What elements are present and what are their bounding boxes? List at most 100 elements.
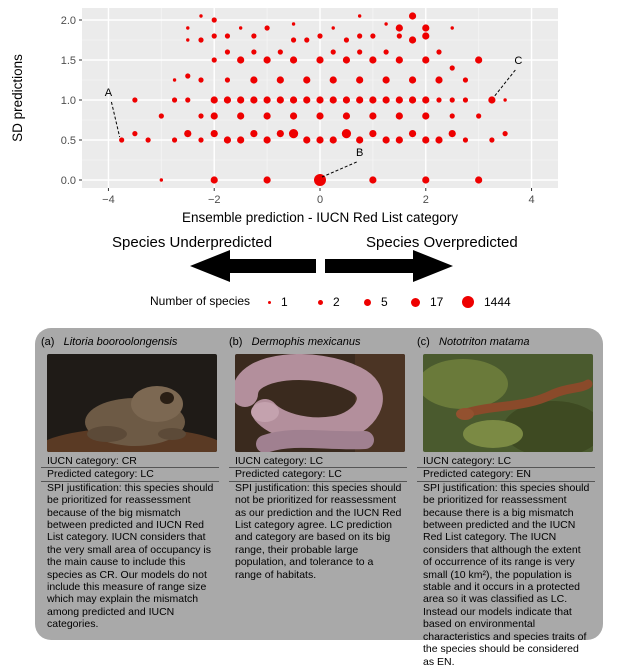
species-card-b: (b) Dermophis mexicanus IUCN category: L… xyxy=(229,336,407,581)
data-point xyxy=(382,136,390,144)
data-point xyxy=(395,136,403,144)
y-tick-label: 0.0 xyxy=(61,175,76,187)
data-point xyxy=(382,96,390,104)
data-point xyxy=(342,56,351,64)
data-point xyxy=(422,24,430,32)
data-point xyxy=(159,178,164,182)
data-point xyxy=(251,49,257,55)
data-point xyxy=(289,96,298,104)
data-point xyxy=(502,131,508,137)
species-info: IUCN category: LC Predicted category: LC… xyxy=(229,455,407,581)
data-point xyxy=(395,24,403,32)
data-point xyxy=(303,76,311,84)
data-point xyxy=(329,136,337,144)
legend-dot xyxy=(318,299,323,305)
legend-dot xyxy=(268,300,271,304)
data-point xyxy=(316,56,324,64)
data-point xyxy=(449,113,455,119)
data-point xyxy=(436,49,442,55)
data-point xyxy=(408,76,417,84)
data-point xyxy=(119,137,125,143)
annotation-leader xyxy=(493,69,516,98)
card-tag: (a) xyxy=(41,336,55,348)
data-point xyxy=(289,56,298,64)
right-arrow-icon xyxy=(325,250,453,282)
caecilian-photo xyxy=(235,354,405,452)
card-tag: (c) xyxy=(417,336,430,348)
data-point xyxy=(488,96,496,104)
data-point xyxy=(224,49,231,55)
data-point xyxy=(408,96,417,104)
data-point xyxy=(476,113,482,119)
data-point xyxy=(210,96,218,104)
data-point xyxy=(422,32,430,40)
iucn-category: IUCN category: LC xyxy=(229,455,407,469)
data-point xyxy=(223,136,232,144)
annotation-leader xyxy=(321,161,357,178)
data-point xyxy=(198,37,204,43)
annotations: A B C xyxy=(105,55,522,178)
legend-label: 1444 xyxy=(484,295,511,309)
data-point xyxy=(199,14,203,18)
species-info: IUCN category: CR Predicted category: LC… xyxy=(41,455,219,631)
predicted-category: Predicted category: LC xyxy=(229,468,407,482)
data-point xyxy=(251,33,257,39)
data-point xyxy=(289,112,298,120)
data-point xyxy=(224,77,231,83)
x-axis-ticks: −4 −2 0 2 4 xyxy=(102,188,535,206)
data-point xyxy=(198,137,204,143)
data-point xyxy=(185,73,191,79)
legend-dot xyxy=(411,297,420,307)
data-point xyxy=(316,112,324,120)
data-point xyxy=(448,130,456,138)
data-point xyxy=(263,112,271,120)
data-point xyxy=(171,137,178,143)
iucn-category: IUCN category: LC xyxy=(417,455,595,469)
spi-justification: SPI justification: this species should b… xyxy=(47,481,214,631)
scatter-plot: A B C −4 −2 0 2 4 0.0 0.5 1.0 1.5 2.0 Ensemble pre… xyxy=(10,8,558,225)
data-point xyxy=(435,76,443,84)
data-point xyxy=(449,65,455,71)
data-point xyxy=(172,78,177,82)
underpredicted-label: Species Underpredicted xyxy=(112,234,273,251)
data-point xyxy=(250,76,258,84)
card-header: (a) Litoria booroolongensis xyxy=(41,336,219,352)
data-point xyxy=(422,136,430,144)
data-point xyxy=(210,130,218,138)
data-point xyxy=(329,96,337,104)
legend-item-2: 2 xyxy=(318,290,340,314)
data-point xyxy=(290,37,297,43)
data-point xyxy=(185,97,191,103)
data-point xyxy=(395,56,403,64)
legend-item-1444: 1444 xyxy=(462,290,511,314)
arrow-graphics xyxy=(190,250,453,282)
data-point xyxy=(408,12,417,20)
data-point xyxy=(395,112,403,120)
data-point xyxy=(475,56,483,64)
data-point xyxy=(303,136,311,144)
data-point xyxy=(237,56,245,64)
data-point xyxy=(263,56,271,64)
data-point xyxy=(186,26,190,30)
data-point xyxy=(276,76,284,84)
spi-justification: SPI justification: this species should n… xyxy=(235,481,402,581)
y-tick-label: 2.0 xyxy=(61,15,76,27)
card-header: (c) Nototriton matama xyxy=(417,336,595,352)
data-point xyxy=(357,14,362,18)
data-point xyxy=(369,130,377,138)
data-point xyxy=(422,112,430,120)
species-panel: (a) Litoria booroolongensis IUCN categor… xyxy=(35,328,603,668)
annotation-label: B xyxy=(356,147,363,159)
data-point xyxy=(263,136,271,144)
annotation-leader xyxy=(110,101,121,138)
data-point xyxy=(329,76,337,84)
x-axis-label: Ensemble prediction - IUCN Red List cate… xyxy=(182,210,458,225)
data-point xyxy=(342,112,351,120)
data-point xyxy=(145,137,151,143)
data-point xyxy=(357,49,363,55)
data-point xyxy=(475,176,483,184)
data-point xyxy=(288,129,299,139)
legend-dot xyxy=(462,296,474,308)
legend-item-17: 17 xyxy=(411,290,443,314)
data-point xyxy=(223,96,232,104)
